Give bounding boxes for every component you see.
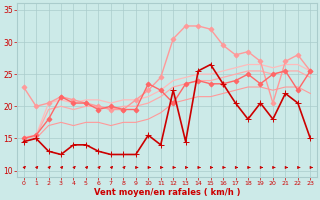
X-axis label: Vent moyen/en rafales ( km/h ): Vent moyen/en rafales ( km/h ) (94, 188, 240, 197)
